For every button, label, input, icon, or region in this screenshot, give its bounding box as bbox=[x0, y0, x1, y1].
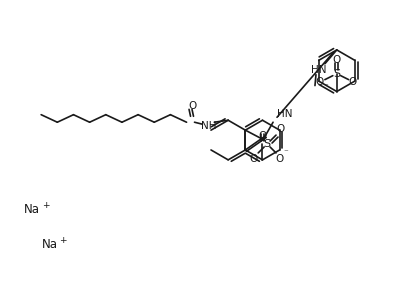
Text: O: O bbox=[333, 55, 341, 65]
Text: HN: HN bbox=[277, 109, 292, 119]
Text: O: O bbox=[277, 124, 285, 134]
Text: ⁻: ⁻ bbox=[284, 148, 288, 157]
Text: O: O bbox=[349, 77, 357, 87]
Text: +: + bbox=[42, 201, 49, 210]
Text: HN: HN bbox=[311, 65, 327, 75]
Text: Na: Na bbox=[24, 203, 40, 216]
Text: +: + bbox=[60, 236, 67, 245]
Text: Na: Na bbox=[42, 237, 58, 251]
Text: NH: NH bbox=[201, 121, 216, 131]
Text: O: O bbox=[188, 101, 197, 111]
Text: O: O bbox=[276, 154, 284, 164]
Text: O: O bbox=[259, 131, 266, 141]
Text: O: O bbox=[249, 154, 257, 164]
Text: O: O bbox=[316, 77, 324, 87]
Text: S: S bbox=[333, 69, 340, 79]
Text: ⁻: ⁻ bbox=[324, 82, 328, 91]
Text: S: S bbox=[264, 139, 271, 149]
